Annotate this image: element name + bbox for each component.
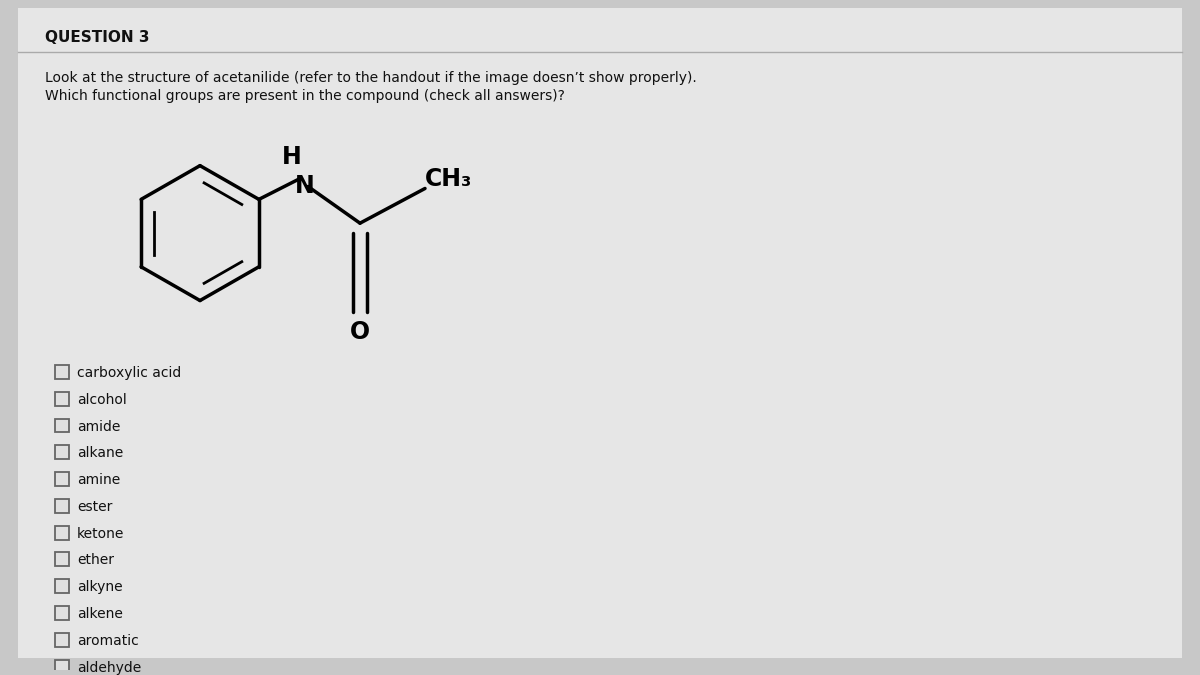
Text: ketone: ketone [77, 526, 125, 541]
Text: alcohol: alcohol [77, 393, 127, 407]
Text: O: O [350, 321, 370, 344]
Bar [55, 499, 70, 513]
Bar [55, 472, 70, 486]
Text: N: N [295, 174, 314, 198]
Bar [55, 418, 70, 433]
Text: aldehyde: aldehyde [77, 661, 142, 674]
Text: H: H [282, 144, 302, 169]
Text: carboxylic acid: carboxylic acid [77, 366, 181, 380]
Text: amine: amine [77, 473, 120, 487]
Text: ether: ether [77, 554, 114, 568]
Text: CH₃: CH₃ [425, 167, 472, 190]
Bar [55, 392, 70, 406]
Text: alkene: alkene [77, 607, 122, 621]
Bar [55, 553, 70, 566]
Text: amide: amide [77, 420, 120, 433]
Text: Which functional groups are present in the compound (check all answers)?: Which functional groups are present in t… [46, 89, 565, 103]
Text: Look at the structure of acetanilide (refer to the handout if the image doesn’t : Look at the structure of acetanilide (re… [46, 72, 697, 86]
Text: ester: ester [77, 500, 113, 514]
Text: alkane: alkane [77, 446, 124, 460]
Bar [55, 579, 70, 593]
Bar [55, 659, 70, 674]
Text: aromatic: aromatic [77, 634, 139, 648]
Bar [55, 365, 70, 379]
Bar [55, 633, 70, 647]
Bar [55, 606, 70, 620]
Text: alkyne: alkyne [77, 580, 122, 594]
Text: QUESTION 3: QUESTION 3 [46, 30, 150, 45]
Bar [55, 446, 70, 459]
Bar [55, 526, 70, 539]
